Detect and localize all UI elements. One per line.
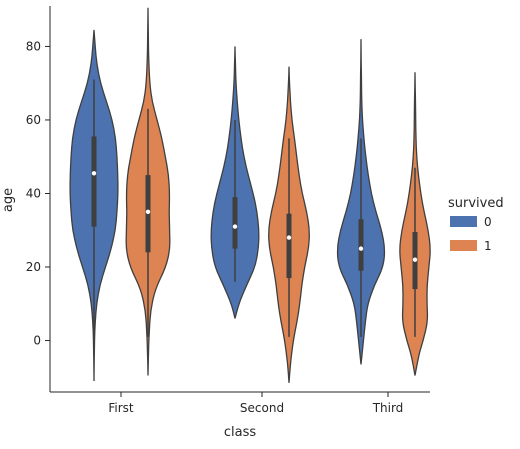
axes: 0 20 40 60 80 First Second Third: [26, 6, 430, 415]
violin-iqr-box: [232, 197, 238, 249]
y-tick-label: 0: [33, 334, 41, 348]
legend-swatch: [450, 240, 477, 251]
x-tick-label: First: [108, 401, 134, 415]
legend-swatch: [450, 216, 477, 227]
x-tick-label: Third: [372, 401, 404, 415]
violin-median: [91, 171, 97, 176]
y-axis-label: age: [1, 188, 16, 212]
legend-title: survived: [448, 196, 504, 211]
violin-median: [232, 224, 238, 229]
y-tick-label: 20: [26, 260, 41, 274]
y-tick-label: 60: [26, 113, 41, 127]
x-axis-label: class: [224, 425, 256, 440]
legend-label: 1: [484, 239, 492, 253]
violin-median: [412, 257, 418, 262]
violin-median: [358, 246, 364, 251]
violin-iqr-box: [358, 219, 364, 271]
y-tick-label: 40: [26, 186, 41, 200]
x-tick-label: Second: [240, 401, 284, 415]
y-tick-label: 80: [26, 39, 41, 53]
violin-median: [286, 235, 292, 240]
axis-labels: class age: [1, 188, 256, 440]
legend: survived 0 1: [448, 196, 504, 253]
violin-median: [145, 209, 151, 215]
violin-iqr-box: [286, 213, 292, 279]
legend-label: 0: [484, 215, 492, 229]
violins: [69, 7, 431, 383]
violin-iqr-box: [91, 136, 97, 227]
